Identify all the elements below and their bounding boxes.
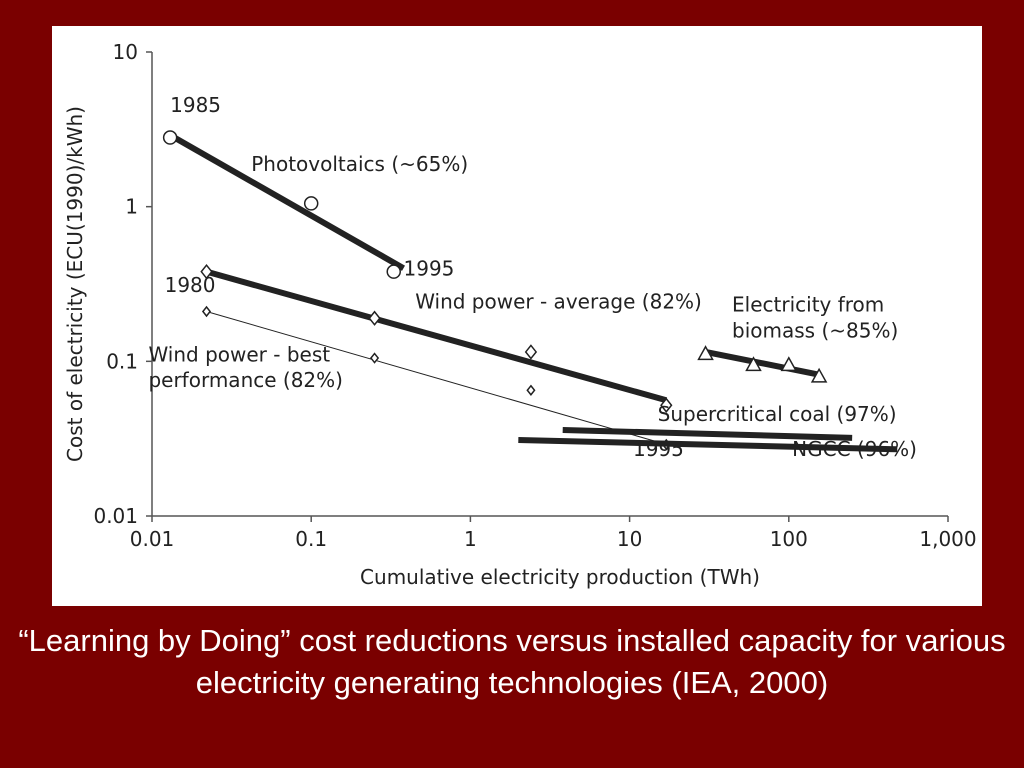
x-tick-label: 1 bbox=[464, 527, 477, 551]
learning-curve-chart: 0.01 0.1 1 10 100 1,000 0.01 0.1 1 10 Cumulative e… bbox=[63, 40, 977, 589]
x-tick-label: 100 bbox=[770, 527, 808, 551]
data-point-circle bbox=[162, 130, 178, 145]
y-tick-label: 0.01 bbox=[93, 504, 138, 528]
chart-panel: 0.01 0.1 1 10 100 1,000 0.01 0.1 1 10 Cumulative e… bbox=[52, 26, 982, 606]
data-point-circle bbox=[386, 264, 401, 279]
trend-line bbox=[562, 426, 853, 441]
series-label: Electricity from bbox=[732, 292, 884, 316]
data-point-diamond bbox=[526, 384, 536, 396]
x-tick-label: 0.01 bbox=[130, 527, 175, 551]
data-point-triangle bbox=[780, 356, 798, 372]
y-tick-label: 10 bbox=[113, 40, 138, 64]
series-label: biomass (~85%) bbox=[732, 318, 898, 342]
y-axis-label: Cost of electricity (ECU(1990)/kWh) bbox=[63, 106, 87, 462]
year-annotation: 1985 bbox=[170, 93, 221, 117]
x-axis-label: Cumulative electricity production (TWh) bbox=[360, 565, 760, 589]
x-tick-label: 1,000 bbox=[919, 527, 976, 551]
data-point-triangle bbox=[745, 356, 762, 372]
series-2 bbox=[201, 305, 671, 451]
data-point-triangle bbox=[697, 345, 714, 361]
trend-line bbox=[205, 268, 668, 404]
data-point-diamond bbox=[200, 263, 213, 280]
data-point-circle bbox=[303, 196, 319, 211]
series-label: NGCC (96%) bbox=[792, 437, 917, 461]
x-tick-label: 10 bbox=[617, 527, 642, 551]
series-label: Wind power - best bbox=[148, 342, 330, 366]
data-point-triangle bbox=[810, 367, 828, 383]
trend-line bbox=[206, 311, 667, 445]
series-3 bbox=[697, 345, 828, 383]
series-5 bbox=[518, 437, 898, 453]
trend-line bbox=[168, 132, 405, 271]
series-0 bbox=[162, 130, 405, 279]
y-tick-label: 0.1 bbox=[106, 349, 138, 373]
series-label: performance (82%) bbox=[148, 368, 343, 392]
slide-caption: “Learning by Doing” cost reductions vers… bbox=[18, 623, 1006, 700]
data-point-diamond bbox=[201, 305, 212, 318]
year-annotation: 1995 bbox=[633, 437, 684, 461]
data-point-diamond bbox=[524, 344, 538, 360]
series-4 bbox=[562, 426, 853, 441]
trend-line bbox=[518, 437, 898, 453]
data-point-diamond bbox=[368, 310, 381, 326]
trend-line bbox=[704, 349, 820, 378]
series-label: Supercritical coal (97%) bbox=[658, 402, 897, 426]
series-label: Photovoltaics (~65%) bbox=[251, 152, 468, 176]
data-point-diamond bbox=[660, 397, 673, 413]
year-annotation: 1995 bbox=[404, 256, 455, 280]
data-point-diamond bbox=[369, 352, 380, 364]
year-annotation: 1980 bbox=[165, 273, 216, 297]
series-label: Wind power - average (82%) bbox=[415, 289, 702, 313]
series-1 bbox=[200, 263, 673, 413]
x-tick-label: 0.1 bbox=[295, 527, 327, 551]
y-tick-label: 1 bbox=[125, 195, 138, 219]
